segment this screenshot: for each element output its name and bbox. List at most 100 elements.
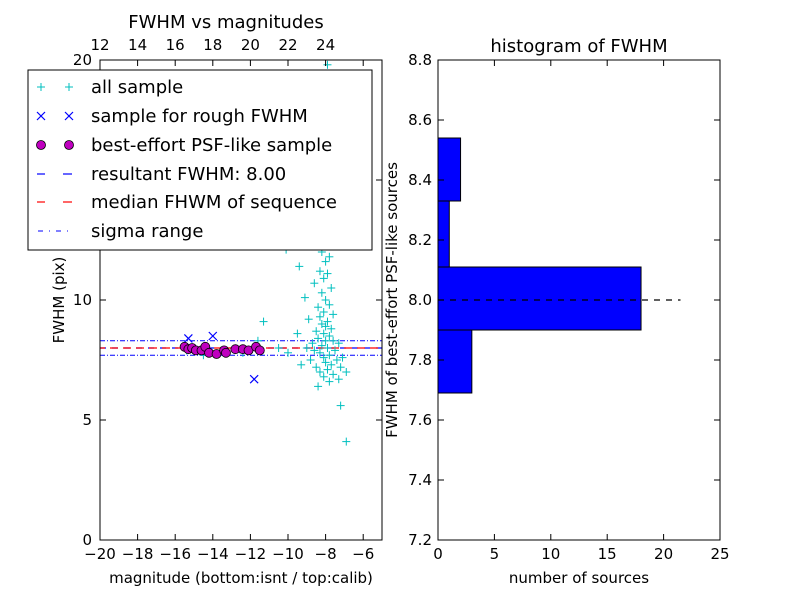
- point-all-sample: [327, 284, 336, 292]
- y-tick-label: 8.4: [408, 171, 432, 189]
- point-all-sample: [321, 336, 330, 345]
- y-tick-label: 7.8: [408, 351, 432, 369]
- point-all-sample: [323, 317, 332, 326]
- y-tick-label: 5: [82, 411, 92, 429]
- histogram-bar: [437, 266, 642, 331]
- point-all-sample: [284, 348, 292, 357]
- point-psf-like: [254, 345, 265, 356]
- legend-label: best-effort PSF-like sample: [91, 135, 332, 156]
- y-tick-label: 0: [82, 531, 92, 549]
- point-all-sample: [325, 351, 334, 360]
- point-all-sample: [304, 315, 313, 324]
- top-tick-label: 22: [278, 36, 297, 54]
- histogram-bar: [437, 137, 462, 202]
- point-all-sample: [338, 353, 347, 362]
- point-all-sample: [329, 310, 338, 319]
- point-all-sample: [323, 269, 332, 278]
- y-tick-label: 7.4: [408, 471, 432, 489]
- histogram-marks: [437, 137, 681, 394]
- point-all-sample: [327, 360, 336, 369]
- point-all-sample: [297, 360, 306, 369]
- point-all-sample: [317, 341, 326, 350]
- point-all-sample: [319, 353, 328, 362]
- point-all-sample: [334, 339, 343, 348]
- y-tick-label: 8.2: [408, 231, 432, 249]
- scatter-y-axis-label: FWHM (pix): [50, 257, 68, 344]
- x-tick-label: 10: [541, 545, 560, 563]
- point-all-sample: [314, 334, 323, 343]
- top-tick-label: 12: [90, 36, 109, 54]
- legend-entry: best-effort PSF-like sample: [36, 135, 332, 156]
- legend-entry: sigma range: [38, 221, 203, 242]
- histogram-ticks: 0 5 10 15 20 25 7.2 7.4 7.6 7.8 8.0 8.2 8.4 8.6 8.8: [408, 51, 729, 563]
- legend-label: all sample: [91, 77, 183, 98]
- point-all-sample: [259, 317, 268, 326]
- point-all-sample: [331, 346, 339, 355]
- y-tick-label: 8.0: [408, 291, 432, 309]
- point-all-sample: [336, 363, 345, 372]
- top-tick-label: 18: [203, 36, 222, 54]
- point-all-sample: [306, 356, 315, 364]
- top-tick-label: 20: [241, 36, 260, 54]
- y-tick-label: 20: [73, 51, 92, 69]
- point-rough-fwhm: [208, 331, 218, 341]
- legend-label: resultant FWHM: 8.00: [91, 164, 286, 185]
- point-all-sample: [319, 329, 328, 338]
- point-all-sample: [323, 365, 332, 374]
- x-tick-label: −20: [84, 545, 116, 563]
- point-all-sample: [323, 60, 332, 69]
- top-tick-label: 14: [128, 36, 147, 54]
- point-all-sample: [308, 339, 317, 348]
- scatter-title: FWHM vs magnitudes: [128, 12, 323, 33]
- x-tick-label: −8: [315, 545, 337, 563]
- point-all-sample: [325, 300, 334, 309]
- point-all-sample: [315, 368, 324, 376]
- point-all-sample: [274, 344, 283, 352]
- legend-dot-marker: [64, 140, 74, 150]
- legend-box: [27, 69, 373, 251]
- histogram-y-axis-label: FWHM of best-effort PSF-like sources: [383, 162, 401, 438]
- legend-x-marker: [36, 111, 46, 121]
- y-tick-label: 10: [73, 291, 92, 309]
- top-tick-label: 16: [166, 36, 185, 54]
- point-all-sample: [321, 257, 330, 266]
- point-all-sample: [319, 308, 328, 316]
- point-all-sample: [325, 377, 334, 386]
- y-tick-label: 8.8: [408, 51, 432, 69]
- point-all-sample: [323, 344, 332, 352]
- point-all-sample: [302, 344, 311, 352]
- point-rough-fwhm: [249, 374, 259, 384]
- legend: all sample sample for rough FWHM best-effo…: [27, 69, 373, 251]
- legend-plus-marker: [65, 83, 73, 91]
- point-all-sample: [336, 401, 345, 410]
- scatter-panel: FWHM vs magnitudes −20 −18 −16 −14 −12 −10 −8−…: [27, 12, 383, 587]
- histogram-panel: histogram of FWHM 0 5 10 15 20 25 7.2 7.4 7.6 7.8…: [383, 36, 730, 587]
- histogram-bar: [437, 200, 450, 268]
- scatter-ticks: −20 −18 −16 −14 −12 −10 −8 −6 12 14 16 18 20 22 24 0 5 10…: [73, 36, 382, 563]
- x-tick-label: −12: [235, 545, 267, 563]
- point-all-sample: [317, 288, 326, 297]
- x-tick-label: −16: [159, 545, 191, 563]
- point-all-sample: [300, 293, 309, 302]
- y-tick-label: 8.6: [408, 111, 432, 129]
- x-tick-label: 0: [433, 545, 443, 563]
- point-all-sample: [315, 348, 324, 357]
- point-all-sample: [332, 356, 341, 364]
- x-tick-label: −18: [122, 545, 154, 563]
- legend-entry: median FHWM of sequence: [37, 192, 337, 213]
- point-psf-like: [221, 347, 231, 358]
- point-all-sample: [314, 303, 323, 312]
- point-all-sample: [310, 279, 319, 288]
- point-all-sample: [325, 252, 334, 261]
- y-tick-label: 7.2: [408, 531, 432, 549]
- point-all-sample: [321, 322, 330, 331]
- point-all-sample: [310, 346, 319, 355]
- x-tick-label: −14: [197, 545, 229, 563]
- legend-entry: resultant FWHM: 8.00: [37, 164, 286, 185]
- x-tick-label: −10: [272, 545, 304, 563]
- point-all-sample: [342, 368, 351, 376]
- point-all-sample: [315, 267, 324, 276]
- point-all-sample: [325, 332, 334, 340]
- legend-x-marker: [64, 111, 74, 121]
